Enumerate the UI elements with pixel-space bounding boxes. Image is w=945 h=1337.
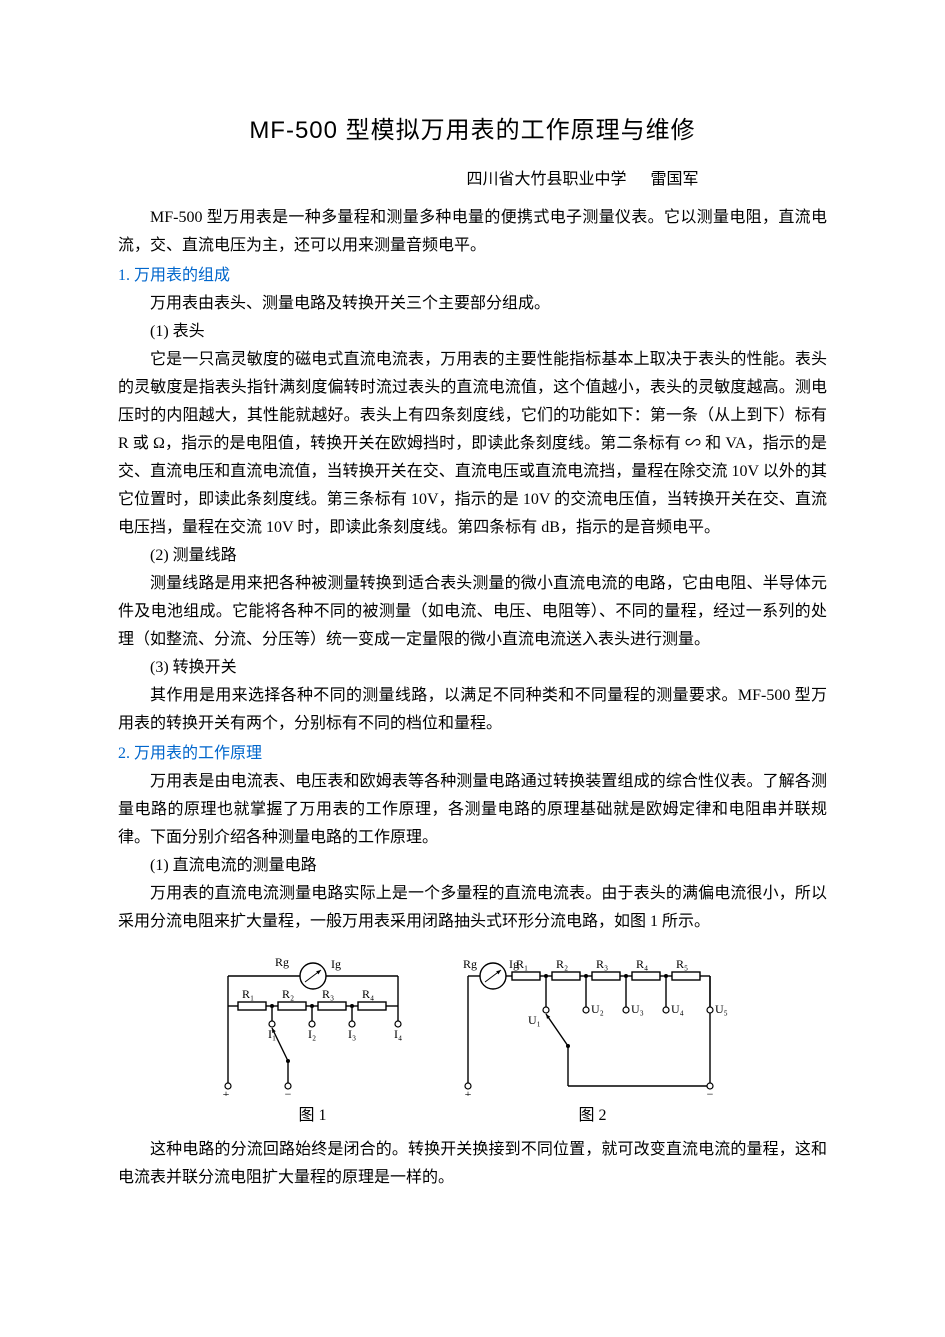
sec1-p4: 其作用是用来选择各种不同的测量线路，以满足不同种类和不同量程的测量要求。MF-5…: [118, 682, 827, 738]
svg-text:R₁: R₁: [516, 957, 528, 971]
figure-2-circuit: RgIgR₁R₂R₃R₄R₅U₂U₃U₄U₅U₁+−: [448, 946, 738, 1096]
sec1-sub3: (3) 转换开关: [118, 654, 827, 682]
svg-text:Ig: Ig: [331, 957, 341, 971]
section-1-heading: 1. 万用表的组成: [118, 262, 827, 290]
svg-text:Rg: Rg: [463, 957, 477, 971]
figure-1-circuit: RgIgR₁R₂R₃R₄I₁I₂I₃I₄+−: [208, 946, 418, 1096]
svg-text:U₄: U₄: [671, 1002, 684, 1016]
svg-text:−: −: [706, 1087, 713, 1096]
svg-text:−: −: [284, 1087, 291, 1096]
figure-1-caption: 图 1: [208, 1102, 418, 1130]
svg-text:R₃: R₃: [322, 987, 334, 1001]
sec2-p1: 万用表是由电流表、电压表和欧姆表等各种测量电路通过转换装置组成的综合性仪表。了解…: [118, 768, 827, 852]
svg-text:U₁: U₁: [528, 1013, 541, 1027]
svg-text:I₃: I₃: [348, 1027, 356, 1041]
svg-text:I₄: I₄: [394, 1027, 402, 1041]
svg-text:U₂: U₂: [591, 1002, 604, 1016]
svg-text:I₂: I₂: [308, 1027, 316, 1041]
svg-text:R₃: R₃: [596, 957, 608, 971]
byline-author: 雷国军: [651, 171, 699, 188]
sec1-p2: 它是一只高灵敏度的磁电式直流电流表，万用表的主要性能指标基本上取决于表头的性能。…: [118, 346, 827, 542]
figures-row: RgIgR₁R₂R₃R₄I₁I₂I₃I₄+− 图 1 RgIgR₁R₂R₃R₄R…: [118, 946, 827, 1130]
sec1-p1: 万用表由表头、测量电路及转换开关三个主要部分组成。: [118, 290, 827, 318]
sec2-sub1: (1) 直流电流的测量电路: [118, 852, 827, 880]
svg-text:R₁: R₁: [242, 987, 254, 1001]
svg-text:U₃: U₃: [631, 1002, 644, 1016]
svg-text:R₄: R₄: [362, 987, 374, 1001]
figure-2-caption: 图 2: [448, 1102, 738, 1130]
svg-text:U₅: U₅: [715, 1002, 728, 1016]
section-2-heading: 2. 万用表的工作原理: [118, 740, 827, 768]
figure-1-wrap: RgIgR₁R₂R₃R₄I₁I₂I₃I₄+− 图 1: [208, 946, 418, 1130]
sec1-p3: 测量线路是用来把各种被测量转换到适合表头测量的微小直流电流的电路，它由电阻、半导…: [118, 570, 827, 654]
svg-text:R₂: R₂: [556, 957, 568, 971]
svg-text:+: +: [464, 1087, 471, 1096]
svg-text:Rg: Rg: [275, 955, 289, 969]
byline: 四川省大竹县职业中学 雷国军: [118, 166, 827, 194]
byline-school: 四川省大竹县职业中学: [466, 171, 626, 188]
sec1-sub2: (2) 测量线路: [118, 542, 827, 570]
svg-text:+: +: [222, 1087, 229, 1096]
svg-text:R₄: R₄: [636, 957, 648, 971]
sec2-p2: 万用表的直流电流测量电路实际上是一个多量程的直流电流表。由于表头的满偏电流很小，…: [118, 880, 827, 936]
figure-2-wrap: RgIgR₁R₂R₃R₄R₅U₂U₃U₄U₅U₁+− 图 2: [448, 946, 738, 1130]
sec1-sub1: (1) 表头: [118, 318, 827, 346]
sec2-p3: 这种电路的分流回路始终是闭合的。转换开关换接到不同位置，就可改变直流电流的量程，…: [118, 1136, 827, 1192]
svg-text:R₅: R₅: [676, 957, 688, 971]
page-title: MF-500 型模拟万用表的工作原理与维修: [118, 110, 827, 152]
intro-paragraph: MF-500 型万用表是一种多量程和测量多种电量的便携式电子测量仪表。它以测量电…: [118, 204, 827, 260]
svg-text:R₂: R₂: [282, 987, 294, 1001]
